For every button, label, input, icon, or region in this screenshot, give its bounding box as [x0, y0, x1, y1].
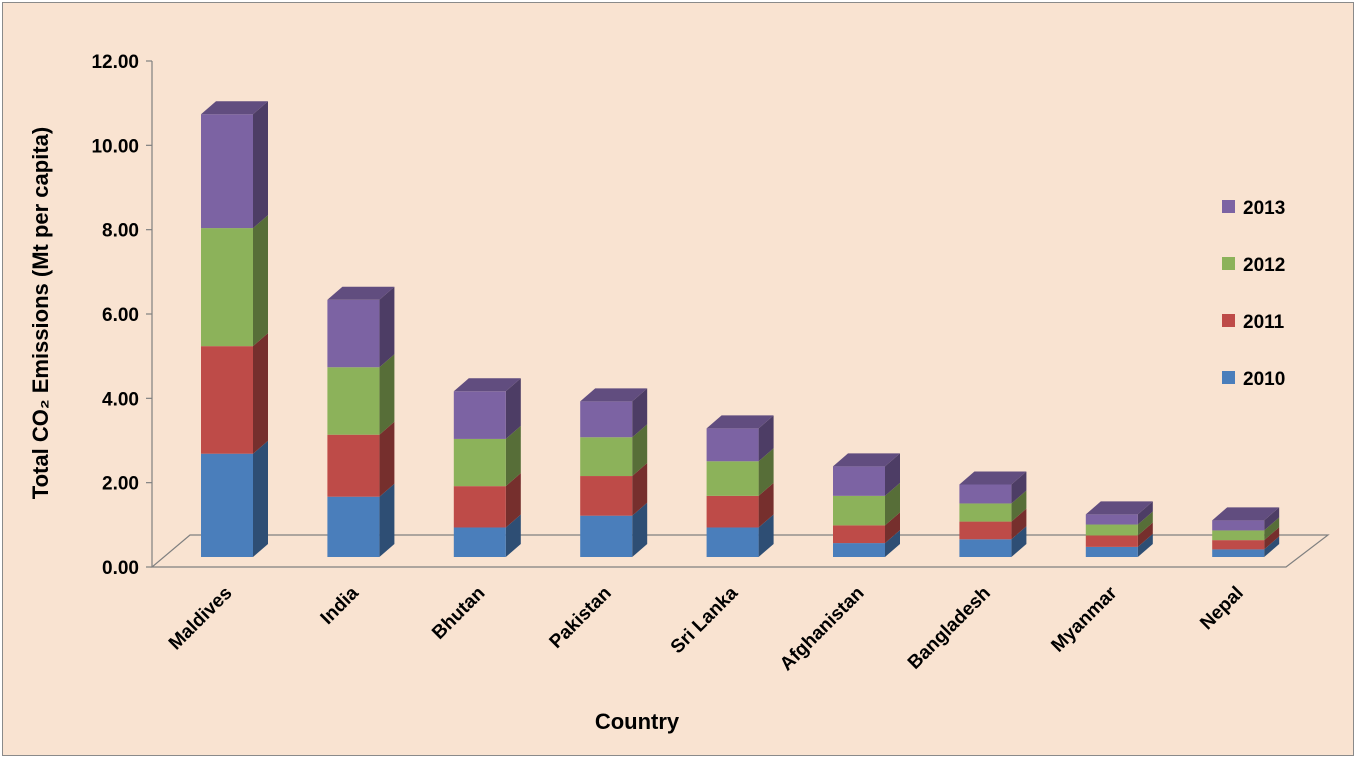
y-tick-label: 0.00	[102, 558, 139, 579]
y-tick-label: 8.00	[102, 221, 139, 242]
bar-segment	[1085, 522, 1153, 547]
bar-stack	[201, 101, 268, 557]
legend-item: 2012	[1222, 255, 1285, 276]
bar-segment	[959, 508, 1027, 540]
bar-segment	[580, 502, 648, 557]
bar-stack	[833, 453, 900, 557]
bar-segment	[833, 530, 900, 557]
legend-label: 2010	[1243, 369, 1285, 390]
legend-swatch	[1222, 257, 1235, 270]
legend-label: 2011	[1243, 312, 1285, 333]
x-axis-labels: Maldives India Bhutan Pakistan Sri Lanka Afgh…	[165, 582, 1248, 675]
bar-segment	[706, 514, 774, 557]
x-tick-label: India	[317, 582, 364, 629]
bar-segment	[453, 378, 521, 439]
bar-segment	[580, 388, 648, 438]
bar-segment	[1085, 511, 1153, 536]
bar-segment	[1212, 536, 1280, 557]
legend-item: 2010	[1222, 369, 1285, 390]
legend-label: 2013	[1243, 198, 1285, 219]
y-tick-label: 4.00	[102, 389, 139, 410]
bar-segment	[833, 453, 900, 496]
bar-segment	[327, 354, 395, 435]
bar-segment	[327, 421, 395, 497]
bar-segment	[580, 424, 648, 477]
bar-stack	[959, 471, 1027, 557]
bar-segment	[833, 482, 900, 526]
floor-plane	[150, 534, 1330, 568]
bars	[201, 101, 1280, 557]
legend-label: 2012	[1243, 255, 1285, 276]
bar-segment	[1085, 533, 1153, 557]
bar-segment	[201, 440, 268, 557]
bar-stack	[327, 286, 395, 557]
bar-segment	[201, 333, 268, 454]
y-axis-title: Total CO₂ Emissions (Mt per capita)	[28, 127, 53, 499]
bar-segment	[580, 463, 648, 516]
bar-segment	[706, 482, 774, 528]
bar-segment	[959, 471, 1027, 504]
y-tick-label: 2.00	[102, 474, 139, 495]
y-axis: 0.00 2.00 4.00 6.00 8.00 10.00 12.00	[91, 52, 153, 579]
y-tick-label: 10.00	[91, 136, 139, 157]
bar-segment	[1085, 501, 1153, 525]
bar-segment	[959, 490, 1027, 522]
bar-segment	[1212, 527, 1280, 550]
bar-segment	[959, 526, 1027, 557]
x-tick-label: Pakistan	[546, 583, 616, 653]
chart-floor	[150, 534, 1330, 568]
bar-segment	[201, 101, 268, 229]
bar-segment	[833, 512, 900, 544]
bar-segment	[1212, 507, 1280, 531]
legend-item: 2013	[1222, 198, 1285, 219]
legend-swatch	[1222, 371, 1235, 384]
bar-segment	[201, 215, 268, 347]
legend-item: 2011	[1222, 312, 1285, 333]
bar-stack	[706, 415, 774, 557]
x-tick-label: Afghanistan	[776, 583, 868, 675]
bar-segment	[453, 425, 521, 487]
x-tick-label: Nepal	[1196, 583, 1247, 634]
x-tick-label: Myanmar	[1047, 582, 1121, 656]
bar-segment	[706, 415, 774, 462]
bar-segment	[1212, 517, 1280, 541]
bar-stack	[1085, 501, 1153, 557]
legend: 2013 2012 2011 2010	[1222, 198, 1285, 390]
bar-segment	[706, 448, 774, 496]
x-tick-label: Sri Lanka	[667, 582, 743, 658]
bar-stack	[453, 378, 521, 557]
bar-segment	[453, 514, 521, 557]
x-tick-label: Bangladesh	[904, 583, 995, 674]
legend-swatch	[1222, 200, 1235, 213]
bar-segment	[327, 286, 395, 368]
legend-swatch	[1222, 314, 1235, 327]
x-tick-label: Bhutan	[428, 583, 489, 644]
bar-segment	[453, 473, 521, 528]
x-tick-label: Maldives	[165, 583, 237, 655]
y-tick-label: 12.00	[91, 52, 139, 73]
bar-stack	[580, 388, 648, 557]
y-tick-label: 6.00	[102, 305, 139, 326]
bar-stack	[1212, 507, 1280, 557]
x-axis-title: Country	[595, 709, 680, 734]
bar-segment	[327, 483, 395, 557]
